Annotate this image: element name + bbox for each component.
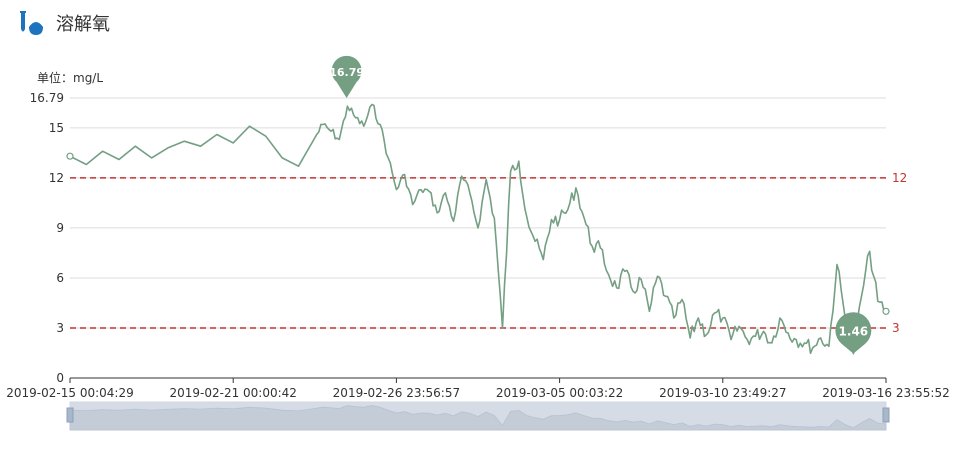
series-start-point (66, 152, 74, 160)
test-tube-drop-icon (20, 11, 43, 35)
datazoom-handle-right[interactable] (882, 407, 890, 423)
datazoom-preview-area (69, 404, 887, 431)
y-tick-label: 6 (56, 271, 64, 285)
x-tick-label: 2019-03-16 23:55:52 (822, 386, 949, 400)
series-end-point (882, 307, 890, 315)
max-marker-label: 16.79 (329, 66, 364, 79)
x-tick-label: 2019-02-26 23:56:57 (333, 386, 460, 400)
max-marker-pin (331, 55, 362, 98)
y-tick-label: 12 (49, 171, 64, 185)
y-tick-label: 3 (56, 321, 64, 335)
y-tick-label: 15 (49, 121, 64, 135)
series-line (69, 103, 887, 355)
x-tick-label: 2019-02-21 00:00:42 (169, 386, 296, 400)
x-tick-label: 2019-03-05 00:03:22 (496, 386, 623, 400)
y-tick-label: 9 (56, 221, 64, 235)
y-tick-label: 0 (56, 371, 64, 385)
min-marker-label: 1.46 (839, 325, 869, 339)
x-tick-label: 2019-02-15 00:04:29 (6, 386, 133, 400)
chart-title: 溶解氧 (56, 14, 110, 35)
markline-label: 3 (892, 321, 900, 335)
min-marker-pin (835, 312, 872, 354)
markline-label: 12 (892, 171, 907, 185)
x-tick-label: 2019-03-10 23:49:27 (659, 386, 786, 400)
datazoom-handle-left[interactable] (66, 407, 74, 423)
y-tick-label: 16.79 (30, 91, 64, 105)
y-axis-unit-label: 单位：mg/L (37, 71, 104, 85)
chart-header: 溶解氧 (18, 8, 110, 38)
